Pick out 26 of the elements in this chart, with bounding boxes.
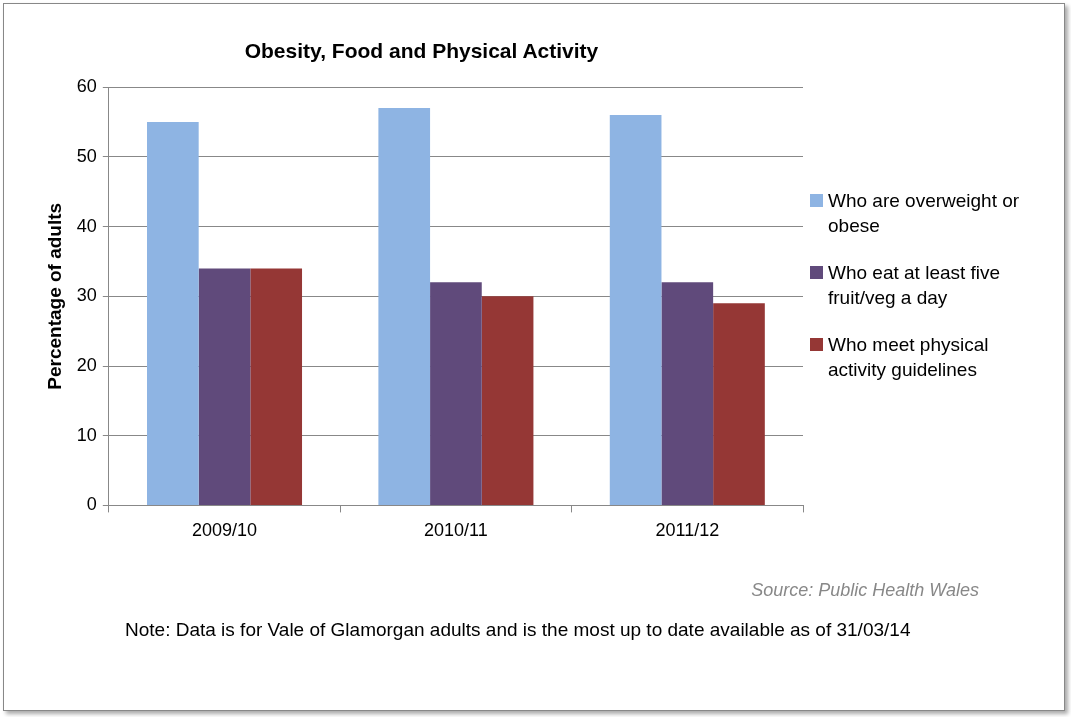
y-tick-label: 0 [86, 494, 97, 515]
y-tick-label: 20 [76, 354, 97, 375]
legend-label: Who eat at least five fruit/veg a day [828, 261, 1002, 310]
legend-label: Who meet physical activity guidelines [828, 333, 990, 382]
bar [250, 268, 303, 505]
y-tick-label: 40 [76, 215, 97, 236]
bar [713, 303, 765, 505]
y-axis-title: Percentage of adults [43, 202, 65, 390]
bar [661, 282, 714, 505]
bar [147, 122, 199, 505]
bar [609, 115, 662, 505]
y-tick-label: 50 [76, 145, 97, 166]
bar [430, 282, 482, 505]
y-tick-label: 60 [76, 76, 97, 97]
x-tick-label: 2010/11 [424, 520, 488, 541]
source-note: Source: Public Health Wales [751, 580, 979, 601]
x-tick-label: 2011/12 [655, 520, 720, 541]
text: Note: Data is for Vale of Glamorgan adults and is the most up to date available as of 31/03/14 [125, 618, 912, 642]
chart-title: Obesity, Food and Physical Activity [244, 39, 599, 63]
legend-label: Who are overweight or obese [828, 189, 1021, 238]
bar [198, 268, 251, 505]
y-tick-label: 30 [76, 285, 97, 306]
y-tick-label: 10 [76, 424, 97, 445]
bar [481, 296, 534, 505]
x-tick-label: 2009/10 [191, 520, 258, 541]
bar [378, 108, 431, 505]
